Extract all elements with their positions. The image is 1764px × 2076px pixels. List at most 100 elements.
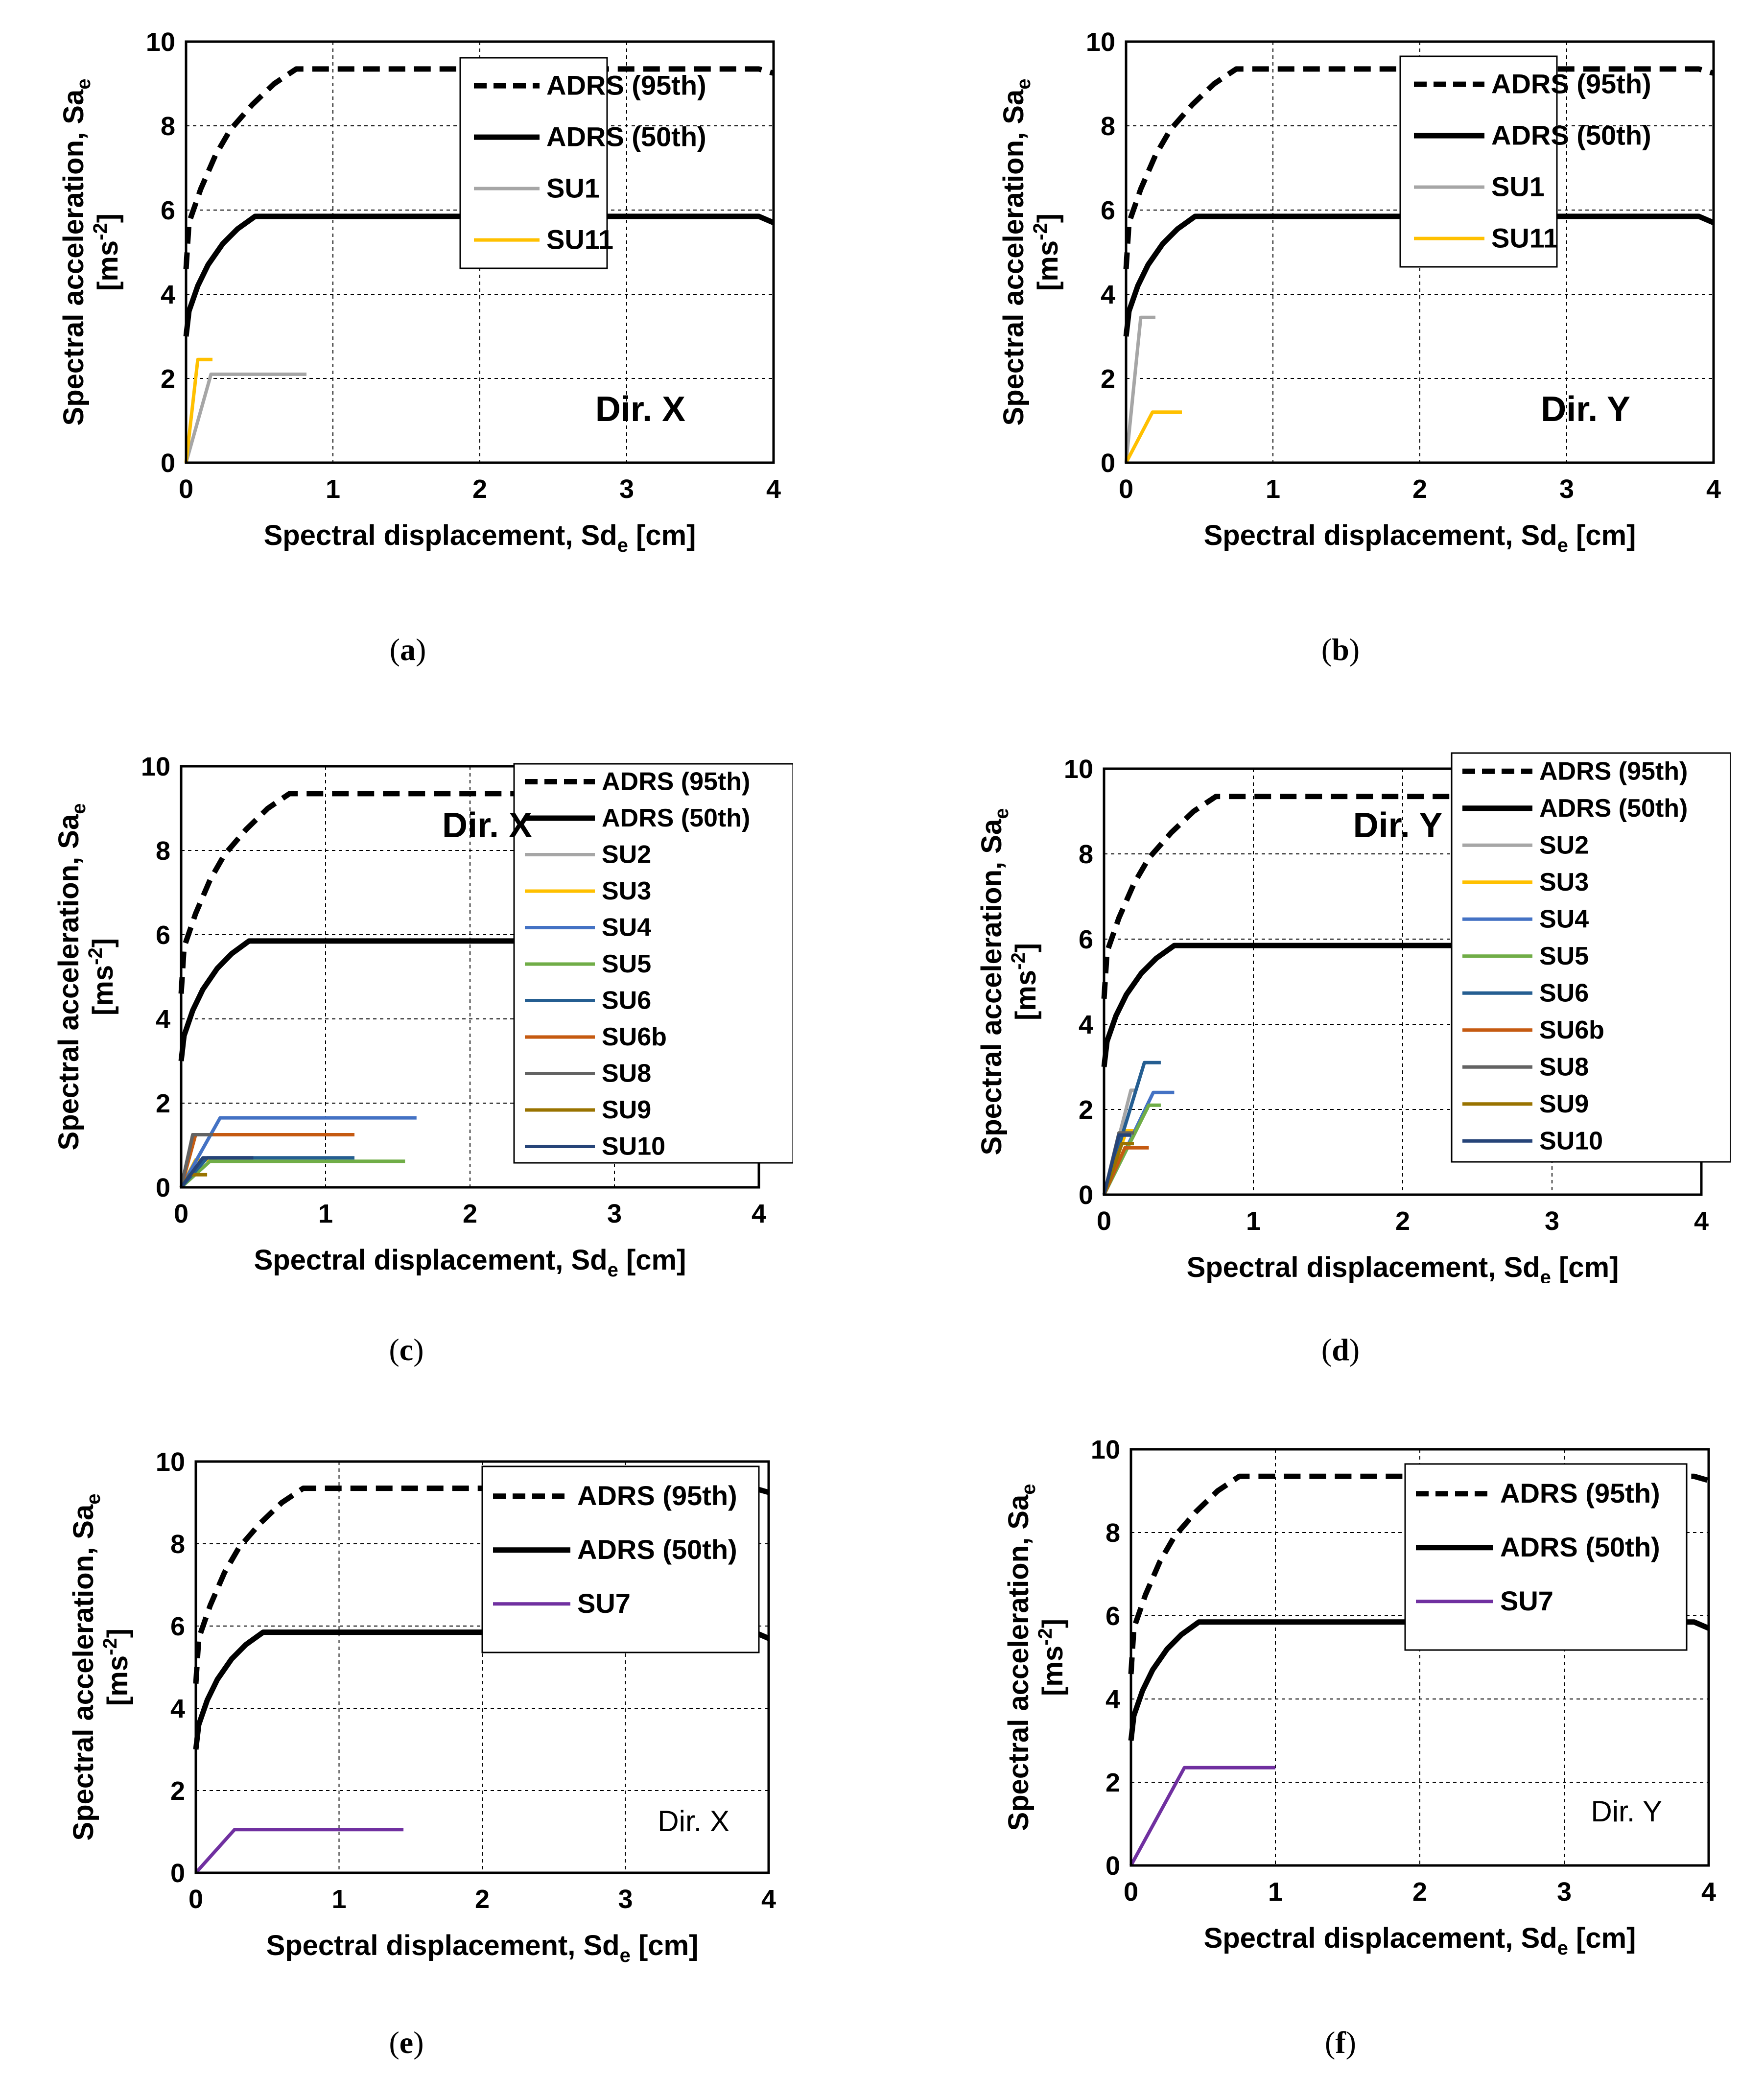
caption-c: (c): [389, 1332, 424, 1367]
y-tick-label: 2: [161, 364, 175, 394]
x-tick-label: 3: [619, 474, 634, 504]
y-tick-label: 10: [156, 1447, 185, 1477]
chart-panel-c: 0 1 2 3 4 0 2 4 6 8 10 Spectral displacement, Sde […: [20, 720, 794, 1281]
x-tick-label: 4: [752, 1199, 766, 1228]
caption-f-letter: f: [1335, 2025, 1346, 2060]
y-axis-label: Spectral acceleration, Sae: [53, 803, 90, 1151]
legend-label: SU8: [602, 1060, 651, 1088]
chart-panel-e: 0 1 2 3 4 0 2 4 6 8 10 Spectral displacement, Sde […: [34, 1420, 793, 1978]
y-tick-label: 6: [156, 920, 170, 950]
legend-label: SU6b: [602, 1023, 667, 1051]
x-tick-label: 3: [1557, 1877, 1572, 1907]
y-tick-label: 8: [170, 1530, 185, 1559]
x-tick-label: 4: [761, 1885, 776, 1914]
x-tick-label: 1: [331, 1885, 346, 1914]
legend-box: [481, 1465, 760, 1653]
x-tick-label: 0: [174, 1199, 188, 1228]
y-tick-label: 0: [1105, 1851, 1120, 1881]
plot-frame: [194, 1460, 770, 1874]
y-tick-label: 2: [170, 1776, 185, 1806]
series-line-su1: [184, 372, 306, 463]
y-tick-label: 4: [161, 280, 175, 309]
y-tick-label: 2: [1101, 364, 1115, 394]
x-axis-label: Spectral displacement, Sde [cm]: [1187, 1251, 1619, 1283]
legend-label: SU5: [1539, 942, 1589, 970]
x-tick-label: 0: [1119, 474, 1133, 504]
chart-panel-a: 0 1 2 3 4 0 2 4 6 8 10 Spectral displacement, Sde […: [20, 15, 793, 592]
x-tick-label: 4: [1694, 1206, 1709, 1236]
y-axis-label: Spectral acceleration, Sae: [976, 808, 1012, 1156]
legend-label: ADRS (95th): [602, 768, 750, 796]
legend-label: SU7: [1500, 1585, 1553, 1616]
x-tick-label: 1: [1266, 474, 1280, 504]
x-tick-label: 1: [318, 1199, 333, 1228]
y-axis-unit-label: [ms-2]: [1008, 943, 1042, 1020]
y-tick-label: 2: [1105, 1768, 1120, 1797]
x-axis-label: Spectral displacement, Sde [cm]: [254, 1244, 686, 1278]
legend-label: ADRS (50th): [1491, 120, 1651, 151]
x-tick-label: 3: [1559, 474, 1574, 504]
y-axis-unit-label: [ms-2]: [99, 1628, 134, 1706]
y-tick-label: 0: [156, 1173, 170, 1203]
legend-label: SU6b: [1539, 1016, 1604, 1044]
y-tick-label: 2: [1079, 1095, 1093, 1125]
series-line-su11: [1124, 410, 1182, 464]
legend-label: SU6: [1539, 979, 1589, 1007]
x-tick-label: 0: [1124, 1877, 1138, 1907]
y-tick-label: 0: [1101, 448, 1115, 478]
direction-label: Dir. X: [442, 806, 532, 845]
direction-label: Dir. Y: [1541, 390, 1630, 429]
legend-label: SU11: [1491, 223, 1558, 254]
chart-svg: 0 1 2 3 4 0 2 4 6 8 10 Spectral displacement, Sde […: [58, 27, 781, 556]
plot-frame: [185, 40, 775, 464]
x-tick-label: 2: [1412, 474, 1427, 504]
y-tick-label: 10: [1091, 1435, 1120, 1464]
series-line-su11: [184, 357, 212, 463]
legend-label: SU6: [602, 987, 651, 1015]
y-tick-label: 6: [1105, 1602, 1120, 1631]
x-tick-label: 0: [179, 474, 193, 504]
y-tick-label: 0: [1079, 1180, 1093, 1210]
legend: ADRS (95th) ADRS (50th) SU1 SU11: [459, 57, 706, 269]
chart-svg: 0 1 2 3 4 0 2 4 6 8 10 Spectral displacement, Sde […: [68, 1447, 776, 1966]
legend-label: SU9: [602, 1096, 651, 1124]
x-axis-label: Spectral displacement, Sde [cm]: [264, 519, 696, 556]
chart-svg: 0 1 2 3 4 0 2 4 6 8 10 Spectral displacement, Sde […: [53, 752, 794, 1281]
legend-label: SU10: [602, 1132, 665, 1161]
y-tick-label: 0: [161, 448, 175, 478]
x-axis-label: Spectral displacement, Sde [cm]: [266, 1930, 699, 1966]
series-line-su5: [1102, 1103, 1161, 1196]
legend-label: ADRS (95th): [577, 1480, 737, 1511]
series-line-su6: [1102, 1061, 1161, 1196]
caption-a-letter: a: [400, 632, 416, 667]
x-tick-label: 4: [766, 474, 781, 504]
chart-panel-d: 0 1 2 3 4 0 2 4 6 8 10 Spectral displacement, Sde […: [938, 715, 1732, 1288]
x-tick-label: 4: [1706, 474, 1721, 504]
y-tick-label: 8: [1105, 1518, 1120, 1548]
chart-panel-b: 0 1 2 3 4 0 2 4 6 8 10 Spectral displacement, Sde […: [960, 15, 1733, 592]
series-line-su10: [1102, 1133, 1131, 1195]
legend-label: ADRS (50th): [577, 1534, 737, 1565]
y-tick-label: 6: [161, 196, 175, 225]
y-tick-label: 2: [156, 1089, 170, 1118]
y-axis-unit-label: [ms-2]: [90, 213, 124, 291]
y-axis-unit-label: [ms-2]: [1030, 213, 1064, 291]
caption-e: (e): [389, 2025, 424, 2060]
caption-a: (a): [389, 632, 426, 667]
series-line-su7: [194, 1828, 404, 1874]
chart-svg: 0 1 2 3 4 0 2 4 6 8 10 Spectral displacement, Sde […: [976, 752, 1732, 1288]
legend-label: SU10: [1539, 1127, 1603, 1155]
series-line-su4: [179, 1116, 417, 1188]
y-tick-label: 4: [1105, 1685, 1120, 1714]
y-tick-label: 10: [146, 27, 175, 57]
series-line-su1: [1124, 315, 1155, 463]
x-tick-label: 2: [463, 1199, 477, 1228]
legend-label: SU4: [1539, 905, 1589, 933]
direction-label: Dir. Y: [1353, 806, 1443, 845]
x-tick-label: 0: [188, 1885, 203, 1914]
y-axis-label: Spectral acceleration, Sae: [998, 79, 1035, 426]
legend: ADRS (95th) ADRS (50th) SU2 SU3 SU4 SU5 SU6 SU6…: [513, 763, 794, 1164]
y-tick-label: 4: [170, 1694, 185, 1723]
legend-label: ADRS (95th): [1500, 1478, 1660, 1509]
y-tick-label: 10: [141, 752, 170, 781]
